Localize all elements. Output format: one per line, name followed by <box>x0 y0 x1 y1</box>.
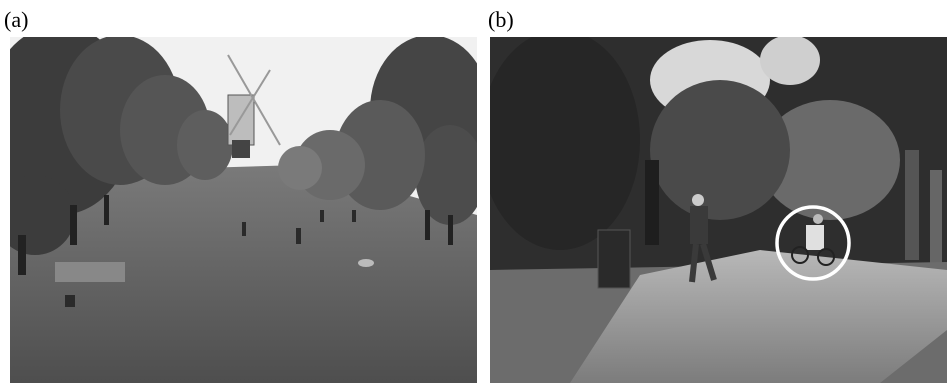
trunk <box>18 235 26 275</box>
trunk <box>905 150 919 260</box>
sky-gap <box>760 35 820 85</box>
trunk <box>930 170 942 265</box>
trunk <box>425 210 430 240</box>
page: (a) (b) <box>0 0 947 383</box>
person <box>65 295 75 307</box>
head <box>813 214 823 224</box>
tree <box>278 146 322 190</box>
person <box>296 228 301 244</box>
group <box>55 262 125 282</box>
trunk <box>645 160 659 245</box>
person <box>358 259 374 267</box>
tree <box>650 80 790 220</box>
leg <box>692 244 696 282</box>
head <box>692 194 704 206</box>
tree <box>177 110 233 180</box>
body <box>690 206 708 244</box>
panel-label: (b) <box>488 7 514 32</box>
photo-b <box>480 30 947 383</box>
figure: (a) (b) <box>0 0 947 383</box>
bin <box>598 230 630 288</box>
trunk <box>70 205 77 245</box>
trunk <box>104 195 109 225</box>
mill-base <box>232 140 250 158</box>
trunk <box>448 215 453 245</box>
person <box>352 210 356 222</box>
panel-label: (a) <box>4 7 28 32</box>
person <box>242 222 246 236</box>
body <box>806 225 824 250</box>
person <box>320 210 324 222</box>
photo-a <box>0 25 490 383</box>
tree <box>480 30 640 250</box>
